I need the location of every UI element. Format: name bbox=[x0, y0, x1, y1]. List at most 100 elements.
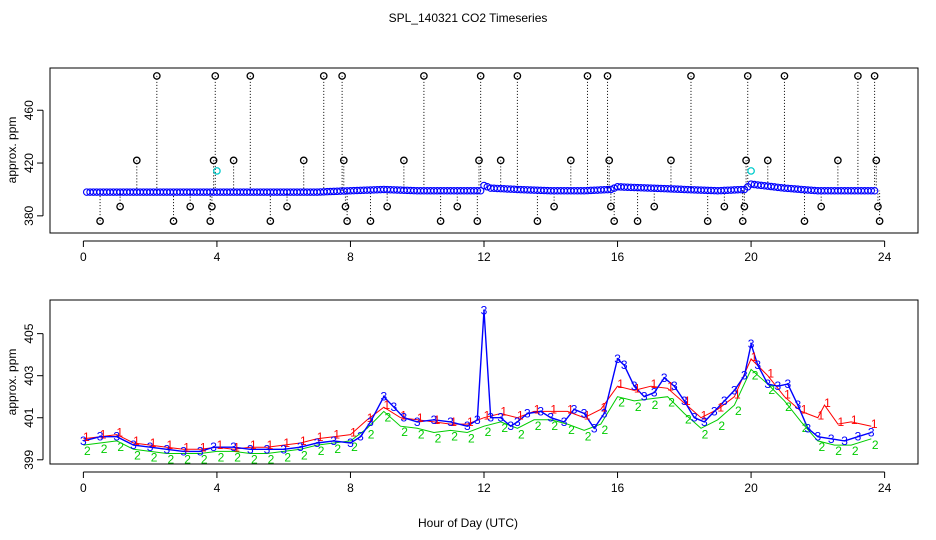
series-3-marker: 3 bbox=[247, 442, 254, 456]
series-3-marker: 3 bbox=[855, 430, 862, 444]
top-x-tick-label: 24 bbox=[878, 250, 892, 264]
series-2-marker: 2 bbox=[835, 444, 842, 458]
series-3-marker: 3 bbox=[414, 415, 421, 429]
series-2-marker: 2 bbox=[652, 398, 659, 412]
outlier-point bbox=[400, 156, 408, 165]
series-3-marker: 3 bbox=[868, 425, 875, 439]
series-1-marker: 1 bbox=[751, 350, 758, 364]
top-x-tick-label: 0 bbox=[80, 250, 87, 264]
baseline-point bbox=[737, 185, 745, 194]
series-2-marker: 2 bbox=[702, 427, 709, 441]
series-2-marker: 2 bbox=[735, 404, 742, 418]
series-2-marker: 2 bbox=[251, 452, 258, 466]
series-2-marker: 2 bbox=[568, 423, 575, 437]
series-3-marker: 3 bbox=[474, 413, 481, 427]
bottom-x-tick-label: 0 bbox=[80, 481, 87, 495]
series-2-marker: 2 bbox=[819, 440, 826, 454]
series-1-marker: 1 bbox=[317, 430, 324, 444]
series-2-marker: 2 bbox=[685, 413, 692, 427]
series-2-marker: 2 bbox=[418, 427, 425, 441]
top-plot-frame bbox=[49, 67, 919, 234]
top-x-tick-label: 20 bbox=[744, 250, 758, 264]
outlier-point bbox=[605, 156, 614, 165]
series-2-marker: 2 bbox=[752, 368, 759, 382]
series-3-marker: 3 bbox=[347, 436, 354, 450]
series-1-marker: 1 bbox=[150, 436, 157, 450]
series-2-marker: 2 bbox=[585, 429, 592, 443]
series-2-marker: 2 bbox=[435, 431, 442, 445]
outlier-point bbox=[875, 217, 884, 225]
series-1-marker: 1 bbox=[367, 411, 374, 425]
bottom-x-tick-label: 20 bbox=[744, 481, 758, 495]
bottom-x-tick-label: 24 bbox=[878, 481, 892, 495]
series-3-line bbox=[83, 310, 872, 453]
series-3-marker: 3 bbox=[828, 432, 835, 446]
series-2-marker: 2 bbox=[451, 429, 458, 443]
outlier-point bbox=[513, 72, 522, 80]
series-2-marker: 2 bbox=[635, 400, 642, 414]
series-3-marker: 3 bbox=[601, 407, 608, 421]
series-3-marker: 3 bbox=[314, 436, 321, 450]
series-3-marker: 3 bbox=[497, 411, 504, 425]
series-3-marker: 3 bbox=[661, 371, 668, 385]
series-1-marker: 1 bbox=[667, 379, 674, 393]
outlier-point bbox=[743, 72, 752, 80]
outlier-point bbox=[874, 202, 882, 211]
series-1-marker: 1 bbox=[250, 438, 257, 452]
series-3-marker: 3 bbox=[731, 383, 738, 397]
series-3-marker: 3 bbox=[561, 415, 568, 429]
series-1-marker: 1 bbox=[784, 388, 791, 402]
outlier-point bbox=[854, 72, 862, 80]
series-3-marker: 3 bbox=[401, 411, 408, 425]
baseline-point bbox=[476, 187, 485, 195]
baseline-point bbox=[607, 185, 615, 194]
series-2-marker: 2 bbox=[117, 440, 124, 454]
outlier-point bbox=[834, 156, 842, 165]
series-1-marker: 1 bbox=[534, 402, 541, 416]
series-3-marker: 3 bbox=[651, 386, 658, 400]
top-marks bbox=[82, 72, 884, 225]
series-1-marker: 1 bbox=[871, 417, 878, 431]
series-1-marker: 1 bbox=[767, 367, 774, 381]
series-2-marker: 2 bbox=[101, 442, 108, 456]
outlier-point bbox=[566, 156, 575, 165]
series-2-marker: 2 bbox=[368, 427, 375, 441]
series-3-marker: 3 bbox=[804, 421, 811, 435]
series-3-marker: 3 bbox=[164, 442, 171, 456]
series-3-marker: 3 bbox=[547, 411, 554, 425]
series-3-marker: 3 bbox=[481, 304, 488, 318]
outlier-point bbox=[763, 156, 772, 165]
series-1-marker: 1 bbox=[500, 405, 507, 419]
series-2-marker: 2 bbox=[84, 444, 91, 458]
series-3-marker: 3 bbox=[711, 404, 718, 418]
series-1-marker: 1 bbox=[267, 438, 274, 452]
top-x-tick-label: 8 bbox=[347, 250, 354, 264]
series-1-marker: 1 bbox=[300, 434, 307, 448]
series-3-marker: 3 bbox=[297, 440, 304, 454]
outlier-point bbox=[703, 217, 712, 225]
series-2-marker: 2 bbox=[872, 438, 879, 452]
series-1-marker: 1 bbox=[467, 415, 474, 429]
series-3-marker: 3 bbox=[210, 440, 217, 454]
series-2-marker: 2 bbox=[301, 448, 308, 462]
outlier-point bbox=[633, 217, 642, 225]
series-1-marker: 1 bbox=[83, 430, 90, 444]
outlier-point bbox=[603, 72, 612, 80]
series-1-marker: 1 bbox=[333, 428, 340, 442]
bottom-y-axis-label: approx. ppm bbox=[5, 349, 19, 416]
series-3-marker: 3 bbox=[815, 430, 822, 444]
series-2-line bbox=[83, 368, 872, 454]
bottom-y-tick-label: 399 bbox=[22, 449, 36, 469]
series-2-marker: 2 bbox=[802, 421, 809, 435]
outlier-point bbox=[533, 217, 542, 225]
series-1-marker: 1 bbox=[584, 409, 591, 423]
series-1-marker: 1 bbox=[183, 440, 190, 454]
series-2-marker: 2 bbox=[535, 419, 542, 433]
series-3-marker: 3 bbox=[641, 390, 648, 404]
top-y-tick-label: 460 bbox=[22, 100, 36, 120]
series-3-marker: 3 bbox=[264, 442, 271, 456]
series-3-marker: 3 bbox=[721, 394, 728, 408]
series-3-marker: 3 bbox=[681, 394, 688, 408]
series-3-marker: 3 bbox=[537, 404, 544, 418]
series-1-marker: 1 bbox=[417, 411, 424, 425]
